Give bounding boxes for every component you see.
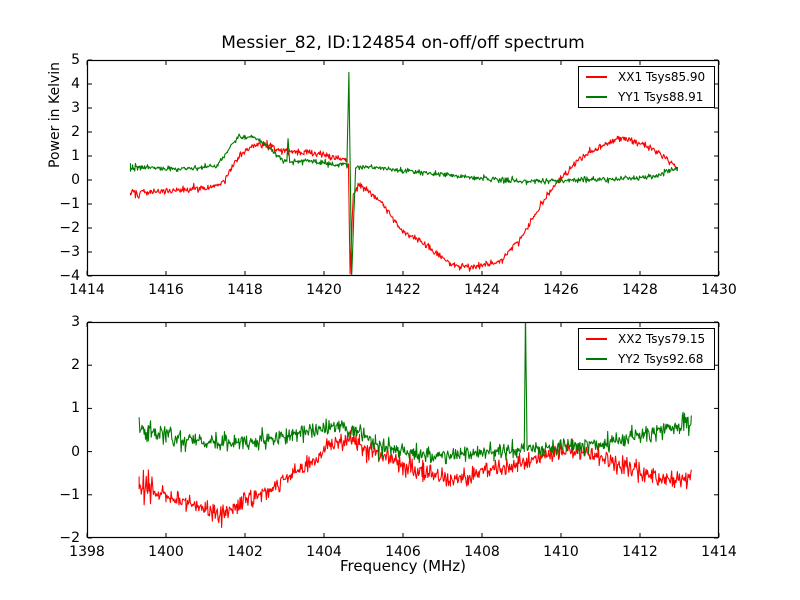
y-tick-label: 5 <box>71 52 80 68</box>
y-tick-label: −2 <box>59 220 80 236</box>
x-tick-label: 1426 <box>543 282 579 298</box>
y-tick-label: 0 <box>71 443 80 460</box>
y-tick-label: −1 <box>59 486 80 503</box>
legend-entry: XX1 Tsys85.90 <box>579 67 714 87</box>
plot-frame <box>86 321 720 539</box>
x-tick-label: 1424 <box>464 282 500 298</box>
x-tick-label: 1422 <box>385 282 421 298</box>
legend-line-swatch <box>586 96 607 98</box>
series-line-yy2 <box>138 322 692 465</box>
x-tick-label: 1408 <box>464 544 500 560</box>
series-line-yy1 <box>129 71 679 276</box>
legend-entry-label: YY2 Tsys92.68 <box>618 352 704 366</box>
x-tick-label: 1416 <box>148 282 184 298</box>
legend-entry-label: XX1 Tsys85.90 <box>618 70 706 84</box>
y-tick-label: 2 <box>71 357 80 374</box>
y-tick-label: −4 <box>59 268 80 284</box>
x-tick-label: 1406 <box>385 544 421 560</box>
x-tick-label: 1400 <box>148 544 184 560</box>
y-tick-label: 2 <box>71 124 80 140</box>
plot-frame <box>86 59 720 277</box>
x-tick-label: 1402 <box>227 544 263 560</box>
x-tick-label: 1414 <box>701 544 737 560</box>
x-tick-label: 1410 <box>543 544 579 560</box>
y-tick-label: 4 <box>71 76 80 92</box>
legend-entry: XX2 Tsys79.15 <box>579 329 714 349</box>
legend-line-swatch <box>586 338 607 340</box>
x-tick-label: 1430 <box>701 282 737 298</box>
legend-entry-label: YY1 Tsys88.91 <box>618 90 704 104</box>
y-tick-label: 1 <box>71 400 80 417</box>
legend-entry: YY2 Tsys92.68 <box>579 349 714 369</box>
y-tick-label: 1 <box>71 148 80 164</box>
x-tick-label: 1428 <box>622 282 658 298</box>
y-tick-label: 3 <box>71 314 80 330</box>
y-tick-label: 3 <box>71 100 80 116</box>
y-tick-label: 0 <box>71 172 80 188</box>
series-line-xx2 <box>138 430 692 529</box>
chart-title: Messier_82, ID:124854 on-off/off spectru… <box>221 33 585 53</box>
series-line-xx1 <box>129 135 678 275</box>
y-tick-label: −1 <box>59 196 80 212</box>
plot-area-1 <box>86 321 720 539</box>
x-tick-label: 1418 <box>227 282 263 298</box>
x-tick-label: 1412 <box>622 544 658 560</box>
plot-area-0 <box>86 59 720 277</box>
x-tick-label: 1414 <box>69 282 105 298</box>
y-tick-label: −3 <box>59 244 80 260</box>
legend-entry-label: XX2 Tsys79.15 <box>618 332 706 346</box>
legend-entry: YY1 Tsys88.91 <box>579 87 714 107</box>
x-axis-label: Frequency (MHz) <box>339 557 467 575</box>
legend-box-0: XX1 Tsys85.90 YY1 Tsys88.91 <box>578 66 715 108</box>
x-tick-label: 1404 <box>306 544 342 560</box>
x-tick-label: 1398 <box>69 544 105 560</box>
legend-line-swatch <box>586 76 607 78</box>
legend-box-1: XX2 Tsys79.15 YY2 Tsys92.68 <box>578 328 715 370</box>
y-tick-label: −2 <box>59 530 80 546</box>
legend-line-swatch <box>586 358 607 360</box>
x-tick-label: 1420 <box>306 282 342 298</box>
